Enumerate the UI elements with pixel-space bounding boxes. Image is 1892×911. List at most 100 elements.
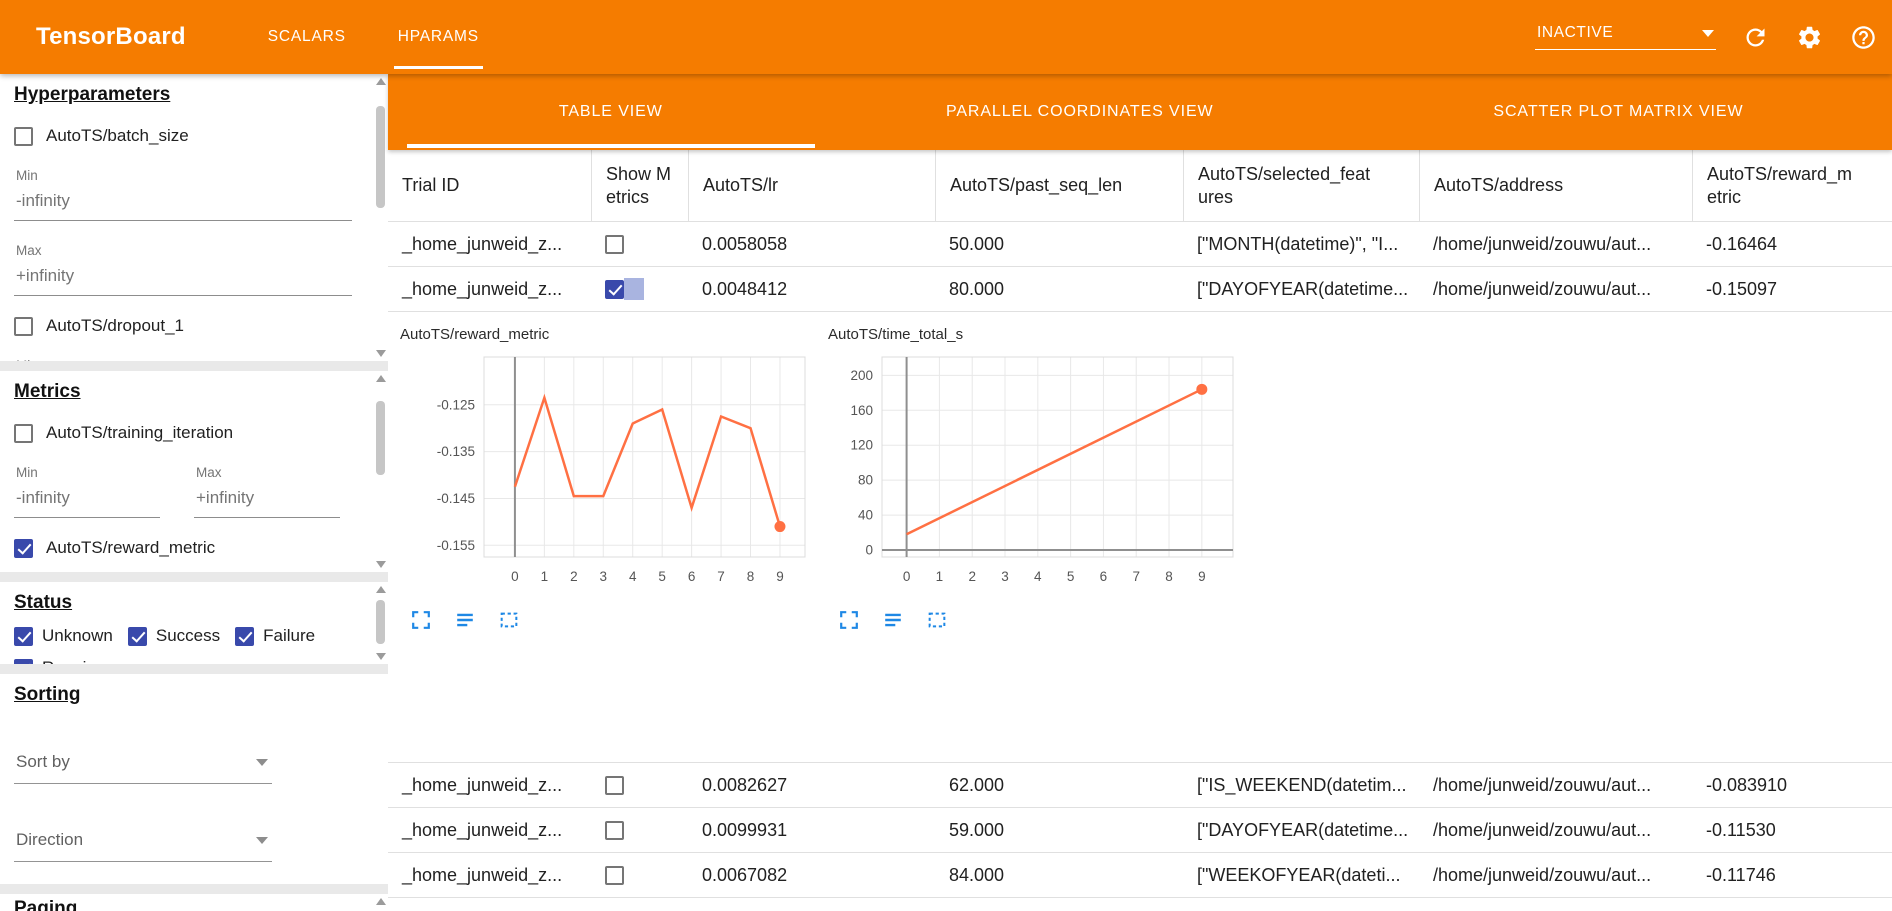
nav-tab-hparams[interactable]: HPARAMS	[372, 0, 505, 74]
status-failure-checkbox[interactable]	[235, 626, 255, 646]
view-tab-table[interactable]: TABLE VIEW	[407, 74, 815, 150]
nav-tab-scalars-label: SCALARS	[267, 28, 346, 45]
reward-metric-checkbox[interactable]	[14, 538, 33, 558]
lr-cell: 0.0067082	[702, 864, 788, 885]
expand-icon[interactable]	[410, 609, 432, 631]
scroll-up-icon[interactable]	[376, 375, 386, 382]
show-metrics-checkbox[interactable]	[605, 820, 624, 840]
training-iteration-label: AutoTS/training_iteration	[46, 423, 234, 442]
show-metrics-checkbox[interactable]	[605, 279, 624, 299]
reward-metric-chart-block: AutoTS/reward_metric 0 1 2 3 4 5 6 7 8 9 -0.125 -0.…	[400, 326, 820, 762]
past-seq-len-cell: 50.000	[949, 233, 1005, 254]
lr-cell: 0.0048412	[702, 278, 788, 299]
show-metrics-checkbox[interactable]	[605, 775, 624, 795]
lr-cell: 0.0082627	[702, 774, 788, 795]
dropout-checkbox[interactable]	[14, 316, 33, 336]
settings-button[interactable]	[1796, 23, 1824, 51]
status-running-checkbox[interactable]	[14, 658, 33, 664]
sort-by-label: Sort by	[16, 752, 70, 771]
hparam-dropout-row: AutoTS/dropout_1	[14, 316, 374, 336]
scroll-thumb[interactable]	[376, 106, 385, 208]
scroll-up-icon[interactable]	[376, 586, 386, 593]
expand-icon[interactable]	[838, 609, 860, 631]
section-scrollbar[interactable]	[374, 373, 387, 570]
column-header-past-seq-len[interactable]: AutoTS/past_seq_len	[935, 150, 1183, 221]
training-iteration-checkbox[interactable]	[14, 423, 33, 443]
svg-text:-0.125: -0.125	[437, 397, 475, 412]
status-filter-select[interactable]: INACTIVE	[1535, 24, 1716, 50]
column-header-selected-features[interactable]: AutoTS/selected_features	[1183, 150, 1419, 221]
scroll-up-icon[interactable]	[376, 898, 386, 905]
show-metrics-cell	[591, 278, 688, 300]
refresh-button[interactable]	[1742, 23, 1770, 51]
svg-text:5: 5	[1067, 569, 1075, 584]
svg-text:-0.145: -0.145	[437, 491, 475, 506]
show-metrics-checkbox[interactable]	[605, 234, 624, 254]
batch-size-max-input[interactable]	[14, 260, 352, 296]
reward-metric-line-chart[interactable]: 0 1 2 3 4 5 6 7 8 9 -0.125 -0.135 -0.145 -0.155	[400, 347, 820, 599]
hyperparameters-section-title: Hyperparameters	[14, 84, 171, 105]
show-metrics-checkbox[interactable]	[605, 865, 624, 885]
status-filters-row: Unknown Success Failure	[14, 626, 374, 646]
reward-metric-cell: -0.11530	[1706, 819, 1776, 840]
direction-select[interactable]: Direction	[14, 828, 272, 862]
main-nav-tabs: SCALARS HPARAMS	[242, 0, 505, 74]
address-cell: /home/junweid/zouwu/aut...	[1433, 774, 1652, 795]
main-content: TABLE VIEW PARALLEL COORDINATES VIEW SCA…	[388, 74, 1892, 911]
view-tab-scatter-matrix[interactable]: SCATTER PLOT MATRIX VIEW	[1345, 74, 1892, 150]
column-header-show-metrics[interactable]: Show Metrics	[591, 150, 688, 221]
scroll-down-icon[interactable]	[376, 653, 386, 660]
chart-toolbar	[838, 609, 1248, 631]
svg-text:3: 3	[600, 569, 608, 584]
column-header-address[interactable]: AutoTS/address	[1419, 150, 1692, 221]
column-header-reward-metric[interactable]: AutoTS/reward_metric	[1692, 150, 1892, 221]
svg-text:4: 4	[629, 569, 637, 584]
scroll-down-icon[interactable]	[376, 561, 386, 568]
past-seq-len-cell: 62.000	[949, 774, 1005, 795]
status-unknown-checkbox[interactable]	[14, 626, 33, 646]
scroll-thumb[interactable]	[376, 401, 385, 475]
selected-features-cell: ["IS_WEEKEND(datetim...	[1197, 774, 1407, 795]
scroll-down-icon[interactable]	[376, 350, 386, 357]
ti-min-input[interactable]	[14, 482, 160, 518]
sort-by-select[interactable]: Sort by	[14, 750, 272, 784]
time-total-line-chart[interactable]: 0 1 2 3 4 5 6 7 8 9 0 40 80 120 160 200	[828, 347, 1248, 599]
trial-id-cell: _home_junweid_z...	[402, 233, 563, 254]
dropout-min-label: Min	[16, 358, 372, 361]
section-scrollbar[interactable]	[374, 584, 387, 662]
status-success-checkbox[interactable]	[127, 626, 147, 646]
chevron-down-icon	[1702, 29, 1714, 37]
batch-size-min-input[interactable]	[14, 185, 352, 221]
svg-text:7: 7	[717, 569, 725, 584]
ti-max-input[interactable]	[194, 482, 340, 518]
table-header: Trial ID Show Metrics AutoTS/lr AutoTS/p…	[388, 150, 1892, 222]
svg-text:6: 6	[1100, 569, 1108, 584]
list-icon[interactable]	[454, 609, 476, 631]
ti-max-label: Max	[196, 465, 222, 480]
scroll-up-icon[interactable]	[376, 78, 386, 85]
svg-text:1: 1	[936, 569, 944, 584]
marquee-select-icon[interactable]	[498, 609, 520, 631]
status-success-label: Success	[155, 626, 221, 645]
list-icon[interactable]	[882, 609, 904, 631]
scroll-thumb[interactable]	[376, 600, 385, 644]
marquee-select-icon[interactable]	[926, 609, 948, 631]
ti-min-label: Min	[16, 465, 38, 480]
lr-cell: 0.0099931	[702, 819, 788, 840]
batch-size-checkbox[interactable]	[14, 126, 33, 146]
column-header-lr[interactable]: AutoTS/lr	[688, 150, 935, 221]
view-tab-parallel-coordinates-label: PARALLEL COORDINATES VIEW	[945, 103, 1214, 120]
column-header-trial-id[interactable]: Trial ID	[402, 175, 460, 196]
metrics-expansion-panel: AutoTS/reward_metric 0 1 2 3 4 5 6 7 8 9 -0.125 -0.…	[388, 312, 1892, 763]
address-cell: /home/junweid/zouwu/aut...	[1433, 819, 1652, 840]
time-total-chart-block: AutoTS/time_total_s 0 1 2 3 4 5 6 7 8 9 0 40 80 120 16…	[828, 326, 1248, 762]
nav-tab-scalars[interactable]: SCALARS	[242, 0, 372, 74]
section-scrollbar[interactable]	[374, 76, 387, 359]
refresh-icon	[1746, 28, 1765, 46]
view-tab-parallel-coordinates[interactable]: PARALLEL COORDINATES VIEW	[815, 74, 1345, 150]
section-scrollbar[interactable]	[374, 896, 387, 909]
hparam-batch-size-row: AutoTS/batch_size	[14, 126, 374, 146]
reward-metric-cell: -0.15097	[1706, 278, 1778, 299]
help-button[interactable]	[1850, 23, 1878, 51]
svg-text:2: 2	[968, 569, 976, 584]
